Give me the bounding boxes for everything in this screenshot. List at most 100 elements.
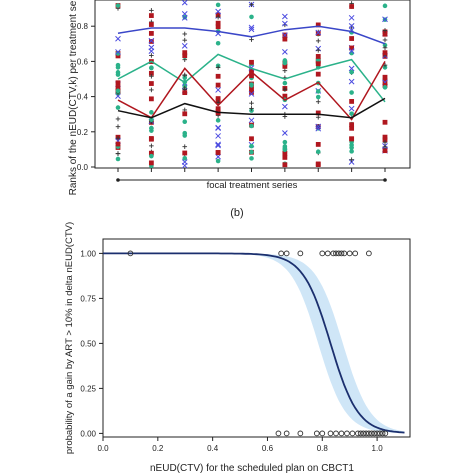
rank-marker-square xyxy=(148,22,154,27)
observation-point-gain xyxy=(335,250,342,257)
observation-point-no-gain xyxy=(374,430,380,437)
rank-marker-square xyxy=(182,53,188,59)
rank-line-black xyxy=(117,97,386,119)
observation-point-gain xyxy=(352,250,359,257)
rank-marker-cross xyxy=(315,123,322,130)
rank-y-tick-label: 0.8 xyxy=(77,22,89,31)
rank-marker-plus xyxy=(382,37,388,43)
observation-point-gain xyxy=(127,250,134,257)
rank-marker-square xyxy=(148,81,154,86)
rank-marker-dot xyxy=(115,72,121,77)
rank-marker-dot xyxy=(215,2,221,8)
rank-marker-square xyxy=(315,61,321,67)
rank-marker-cross xyxy=(115,35,121,42)
rank-marker-dot xyxy=(282,147,288,152)
rank-marker-square xyxy=(148,96,154,102)
probability-y-tick-label: 0.25 xyxy=(80,384,96,393)
probability-chart-x-axis-label: nEUD(CTV) for the scheduled plan on CBCT… xyxy=(150,463,354,474)
probability-y-tick-label: 1.00 xyxy=(80,249,96,258)
rank-marker-dot xyxy=(249,149,254,155)
rank-marker-cross xyxy=(348,14,355,21)
rank-chart-x-axis-label: focal treatment series xyxy=(207,180,298,191)
rank-marker-plus xyxy=(249,106,254,111)
observation-point-no-gain xyxy=(371,430,378,437)
rank-marker-square xyxy=(315,110,321,116)
rank-marker-plus xyxy=(382,144,388,150)
observation-point-no-gain xyxy=(379,430,386,437)
rank-marker-plus xyxy=(182,72,188,78)
rank-marker-square xyxy=(282,36,288,42)
rank-marker-dot xyxy=(249,123,254,129)
probability-x-tick-label: 0.0 xyxy=(97,444,109,453)
rank-marker-plus xyxy=(149,53,154,58)
rank-marker-dot xyxy=(315,149,321,155)
rank-marker-dot xyxy=(115,3,121,8)
rank-marker-dot xyxy=(349,145,354,150)
rank-marker-plus xyxy=(382,28,388,33)
rank-marker-cross xyxy=(348,23,355,29)
rank-marker-dot xyxy=(115,51,121,56)
rank-marker-dot xyxy=(115,156,121,162)
rank-marker-square xyxy=(315,30,321,36)
rank-marker-cross xyxy=(181,43,188,49)
observation-point-gain xyxy=(278,250,285,257)
probability-x-tick-label: 0.2 xyxy=(152,444,164,453)
rank-marker-dot xyxy=(149,65,154,71)
observation-point-gain xyxy=(346,250,353,257)
rank-marker-cross xyxy=(215,87,221,93)
rank-marker-dot xyxy=(249,82,254,87)
rank-marker-cross xyxy=(382,16,388,23)
observation-point-no-gain xyxy=(349,430,356,437)
rank-marker-square xyxy=(215,20,221,26)
observation-point-no-gain xyxy=(297,430,304,437)
rank-marker-cross xyxy=(248,24,255,31)
rank-marker-square xyxy=(115,85,121,90)
rank-marker-square xyxy=(282,155,288,160)
rank-marker-square xyxy=(215,82,221,88)
rank-marker-dot xyxy=(382,3,388,9)
probability-chart-y-axis-label: probability of a gain by ART > 10% in de… xyxy=(64,222,75,454)
observation-point-no-gain xyxy=(382,430,389,437)
rank-marker-square xyxy=(382,137,388,143)
rank-marker-dot xyxy=(182,155,188,161)
rank-marker-plus xyxy=(182,31,188,37)
rank-line-blue xyxy=(117,25,386,45)
rank-marker-dot xyxy=(115,105,121,110)
rank-marker-square xyxy=(182,90,188,96)
rank-marker-cross xyxy=(248,26,255,33)
rank-marker-cross xyxy=(115,49,121,55)
rank-marker-cross xyxy=(148,37,155,44)
rank-marker-dot xyxy=(149,125,154,131)
observation-point-no-gain xyxy=(319,430,326,437)
rank-marker-cross xyxy=(315,29,322,36)
rank-marker-plus xyxy=(115,135,121,141)
observation-point-no-gain xyxy=(363,430,369,437)
rank-marker-cross xyxy=(215,125,221,132)
rank-marker-square xyxy=(349,45,355,51)
probability-y-tick-label: 0.00 xyxy=(80,429,96,438)
probability-chart-x-ticks: 0.0 0.2 0.4 0.6 0.8 1.0 xyxy=(97,437,383,453)
rank-marker-square xyxy=(349,125,355,131)
rank-marker-square xyxy=(382,50,388,56)
observation-point-no-gain xyxy=(313,430,320,437)
rank-marker-plus xyxy=(182,85,188,91)
rank-marker-cross xyxy=(215,133,221,139)
observation-point-no-gain xyxy=(275,430,282,437)
observation-point-no-gain xyxy=(360,430,367,437)
observation-point-no-gain xyxy=(355,430,361,437)
rank-marker-cross xyxy=(215,153,221,160)
observation-point-gain xyxy=(297,250,304,257)
rank-marker-cross xyxy=(181,0,188,6)
rank-marker-cross xyxy=(215,142,221,149)
rank-marker-cross xyxy=(282,130,288,136)
rank-marker-dot xyxy=(249,14,254,20)
observation-point-no-gain xyxy=(366,430,372,437)
rank-marker-square xyxy=(349,36,355,41)
rank-marker-square xyxy=(249,136,254,142)
rank-marker-cross xyxy=(282,48,288,55)
rank-marker-dot xyxy=(349,69,354,75)
rank-marker-cross xyxy=(282,20,288,27)
rank-marker-plus xyxy=(149,87,154,93)
probability-chart-panel: 0.000.250.500.751.00 0.0 0.2 0.4 0.6 0.8 1.0 … xyxy=(64,222,411,474)
observation-point-gain xyxy=(319,250,326,257)
